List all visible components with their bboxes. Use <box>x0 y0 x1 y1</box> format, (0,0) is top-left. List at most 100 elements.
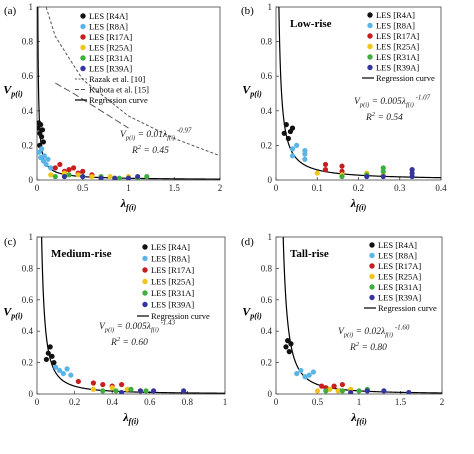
x-tick-label: 0.6 <box>144 397 156 407</box>
y-tick-label: 0.4 <box>261 106 273 116</box>
x-tick-label: 0 <box>35 183 40 193</box>
regression-equation: Vp(i) = 0.02λf(i) -1.60 R2 = 0.80 <box>338 324 410 354</box>
data-point <box>335 388 341 394</box>
panel-label: (a) <box>4 5 17 17</box>
data-point <box>125 175 132 180</box>
x-axis-label: λf(i) <box>120 196 137 212</box>
equation-text: Vp(i) = 0.005λf(i) -1.07 <box>354 94 431 109</box>
legend: LES [R4A]LES [R8A]LES [R17A]LES [R25A]LE… <box>362 10 435 83</box>
data-point <box>39 127 46 133</box>
data-point <box>380 165 386 171</box>
data-point <box>314 388 321 394</box>
data-point <box>298 367 304 374</box>
series-r39a <box>348 388 412 394</box>
data-point <box>144 173 150 180</box>
legend-marker <box>369 242 375 248</box>
y-tick-label: 0.2 <box>22 140 33 150</box>
data-point <box>80 168 86 174</box>
data-point <box>339 388 345 394</box>
legend-marker <box>369 263 375 269</box>
data-point <box>90 380 96 386</box>
series-r4a <box>37 120 47 148</box>
legend-label: Regression curve <box>378 303 437 313</box>
data-point <box>109 385 115 391</box>
data-point <box>348 389 354 394</box>
data-point <box>38 122 44 128</box>
legend-marker <box>80 13 86 19</box>
legend-label: LES [R39A] <box>89 64 132 74</box>
data-point <box>288 341 294 347</box>
regression-curve <box>278 7 441 179</box>
legend-label: LES [R25A] <box>378 272 421 282</box>
legend-marker <box>367 12 373 18</box>
x-tick-label: 0.5 <box>312 397 324 407</box>
data-point <box>339 381 345 388</box>
panel-b: (b) 0 0.1 0.2 0.3 0.4 0 0.2 0.4 0.6 0.8 1 λf(i) Vp(i)… <box>241 2 447 212</box>
legend-marker <box>142 244 148 250</box>
series-r17a <box>75 378 125 389</box>
legend-marker <box>369 294 375 301</box>
data-point <box>40 139 47 145</box>
reference-line <box>55 82 129 129</box>
data-point <box>119 381 125 388</box>
panel-title: Tall-rise <box>290 248 329 260</box>
data-point <box>66 167 72 173</box>
legend-marker <box>367 22 373 29</box>
series-r39a <box>119 388 187 394</box>
legend: LES [R4A]LES [R8A]LES [R17A]LES [R25A]LE… <box>364 240 437 313</box>
data-point <box>283 344 289 350</box>
y-tick-label: 0.6 <box>22 71 34 81</box>
data-point <box>302 374 308 380</box>
x-tick-label: 0.2 <box>353 183 364 193</box>
data-point <box>60 370 66 377</box>
legend-marker <box>367 64 373 71</box>
x-tick-label: 0.2 <box>69 397 80 407</box>
legend-marker <box>367 33 373 39</box>
reference-line <box>45 7 220 157</box>
legend-marker <box>142 290 148 296</box>
y-tick-label: 0.4 <box>261 326 273 336</box>
data-point <box>113 388 119 394</box>
data-point <box>150 388 157 394</box>
x-tick-label: 0.5 <box>77 183 89 193</box>
legend-label: LES [R39A] <box>151 300 194 310</box>
x-tick-label: 0 <box>35 397 40 407</box>
legend-label: Regression curve <box>376 73 435 83</box>
legend-label: LES [R39A] <box>378 293 421 303</box>
data-point <box>48 165 54 171</box>
plot-area <box>282 237 442 394</box>
regression-equation: Vp(i) = 0.01λf(i) -0.97 R2 = 0.45 <box>120 127 192 157</box>
x-tick-label: 1 <box>126 183 131 193</box>
legend-label: LES [R4A] <box>376 10 415 20</box>
data-point <box>135 173 141 180</box>
data-point <box>289 153 296 159</box>
series-r39a <box>364 167 415 180</box>
series-r25a <box>314 386 354 394</box>
y-tick-label: 0.6 <box>261 295 273 305</box>
legend-label: LES [R8A] <box>151 254 190 264</box>
legend-label: Kubota et al. [15] <box>89 85 149 95</box>
legend-marker <box>142 267 148 273</box>
data-point <box>310 369 316 375</box>
x-tick-label: 0.8 <box>182 397 194 407</box>
x-tick-label: 2 <box>440 397 445 407</box>
data-point <box>339 163 345 169</box>
data-point <box>319 383 325 389</box>
equation-text: Vp(i) = 0.01λf(i) -0.97 <box>120 127 192 142</box>
legend-marker <box>142 278 148 285</box>
legend-label: LES [R39A] <box>376 63 419 73</box>
y-axis-label: Vp(i) <box>242 83 262 99</box>
data-point <box>90 386 96 392</box>
y-tick-label: 0.6 <box>261 71 273 81</box>
panel-title: Low-rise <box>290 18 332 30</box>
y-tick-label: 0.2 <box>22 358 33 368</box>
data-point <box>128 386 134 392</box>
data-point <box>48 172 54 178</box>
x-tick-label: 0.1 <box>312 183 323 193</box>
y-axis-label: Vp(i) <box>3 305 23 321</box>
data-point <box>285 338 291 344</box>
legend-label: Razak et al. [10] <box>89 74 145 84</box>
data-point <box>64 366 70 372</box>
series-r39a <box>61 173 141 180</box>
data-point <box>406 389 412 394</box>
